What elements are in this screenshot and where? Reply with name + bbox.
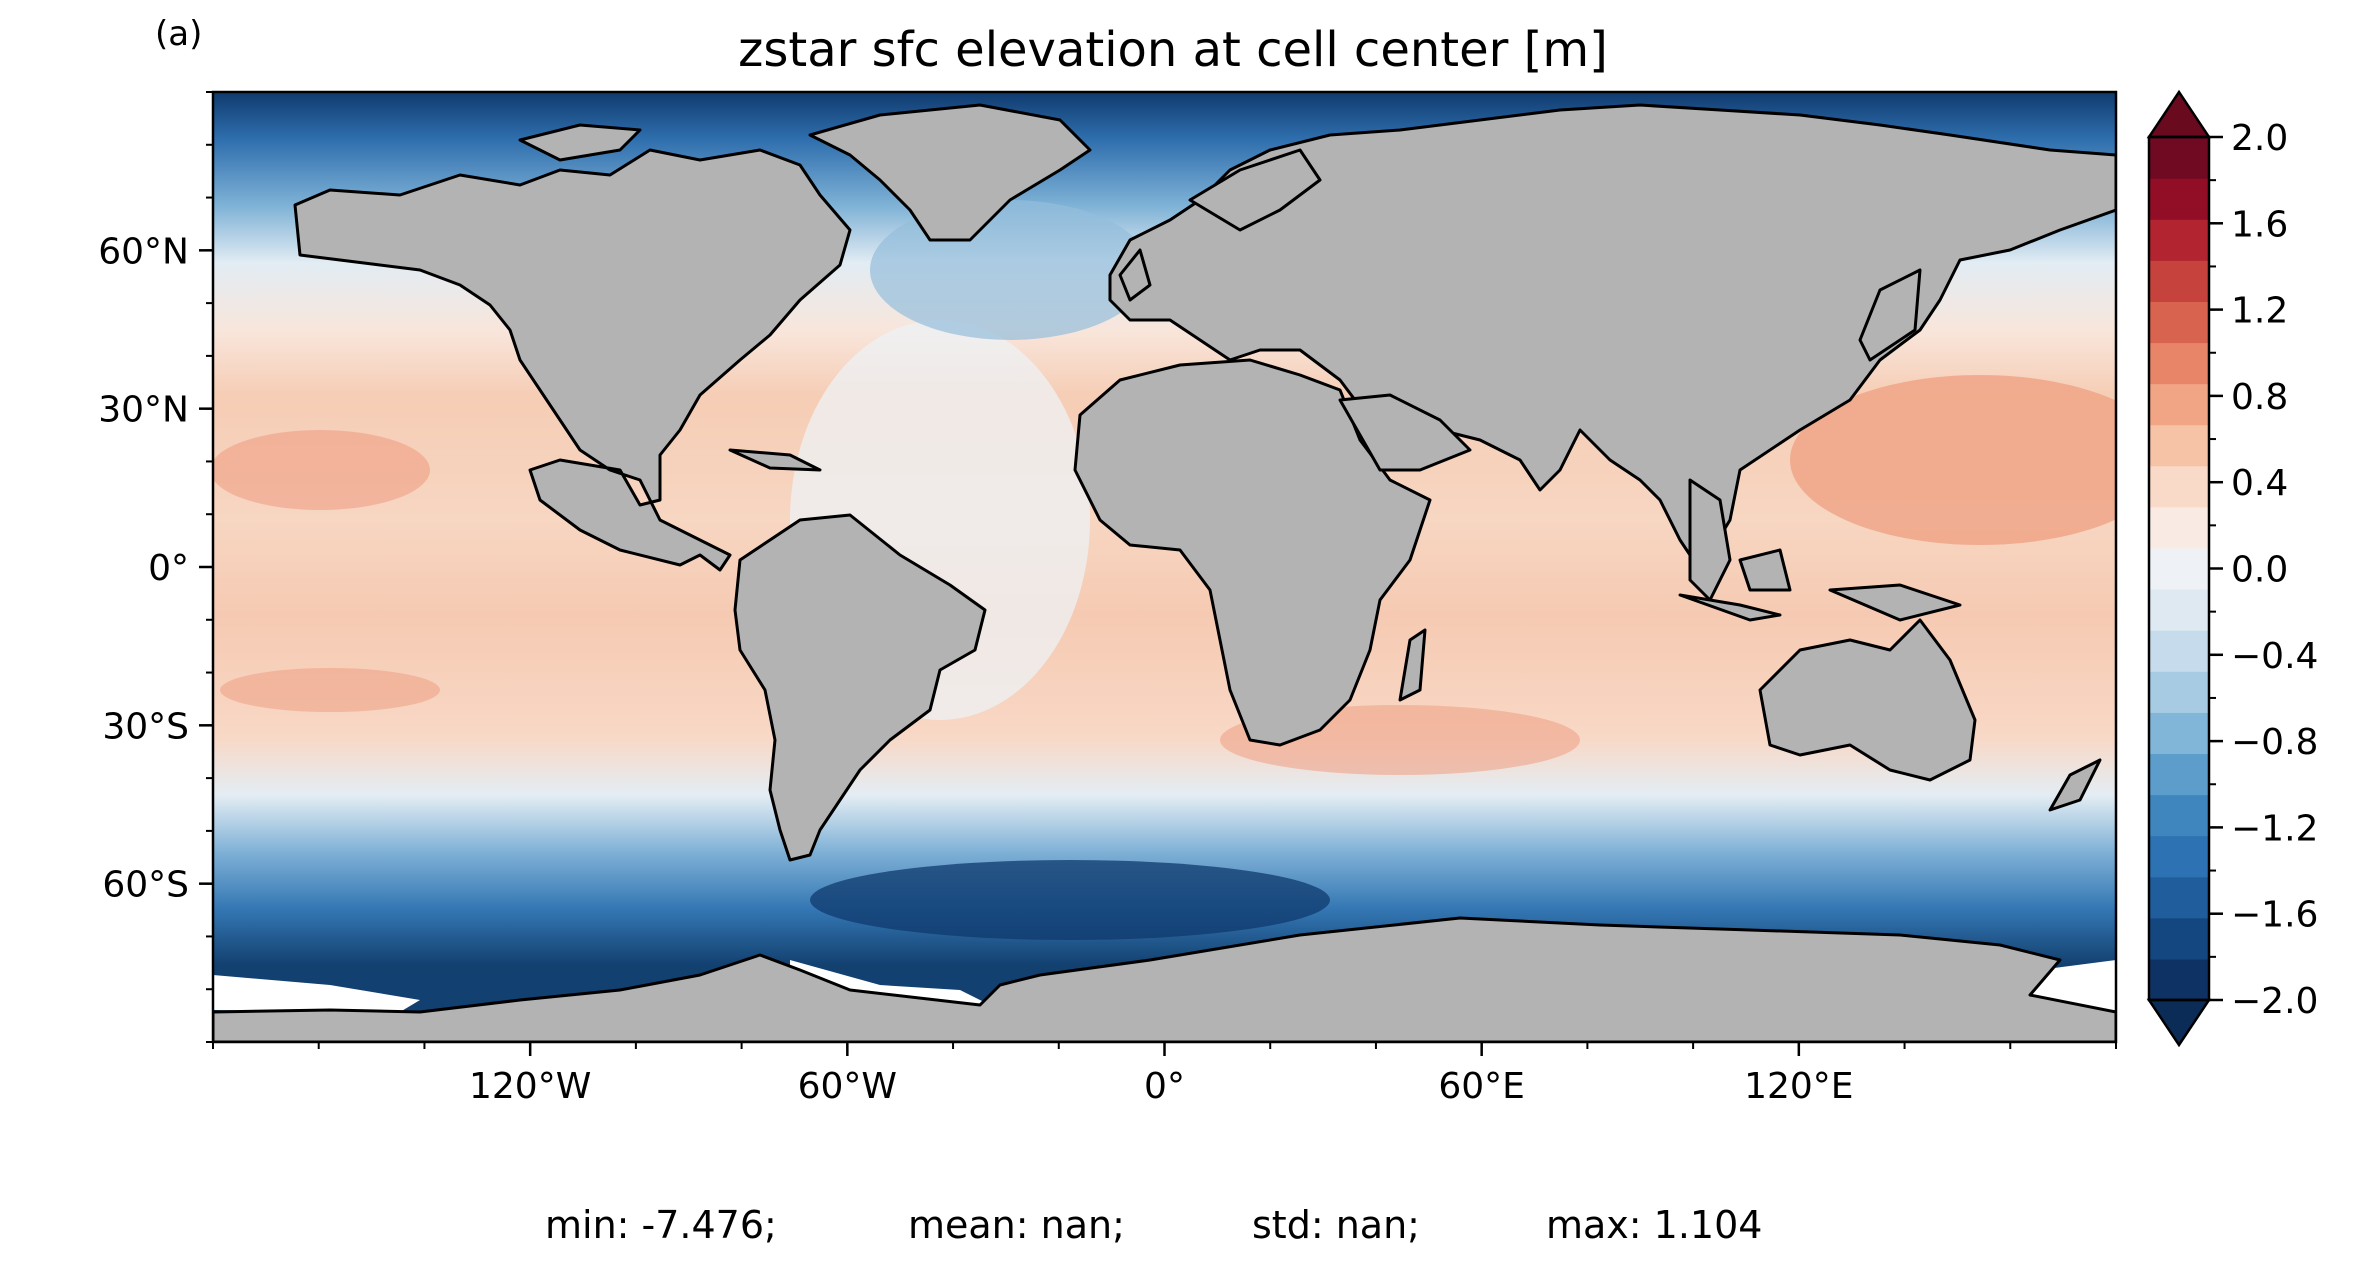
lon-tick-label: 60°W [798,1066,897,1107]
lat-tick-label: 60°S [102,865,189,906]
colorbar-segment [2149,465,2209,508]
colorbar-segment [2149,137,2209,179]
africa [1073,358,1432,747]
eurasia [1108,103,2116,572]
new-zealand [2048,758,2102,812]
british-isles [1118,248,1152,302]
canadian-archipelago [518,123,642,162]
map-title: zstar sfc elevation at cell center [m] [0,22,2362,78]
australia [1758,618,1977,782]
lat-tick-label: 30°N [98,390,189,431]
colorbar-extend-max [2146,89,2212,139]
colorbar-segment [2149,876,2209,919]
colorbar-segment [2149,342,2209,385]
colorbar-tick-label: −2.0 [2231,981,2318,1022]
map-title-text: zstar sfc elevation at cell center [m] [738,22,1608,78]
south-america [733,513,987,862]
lon-tick-label: 120°E [1744,1066,1853,1107]
warm-patch-central-pacific [213,430,430,510]
lat-tick-label: 0° [148,548,189,589]
warm-pool-west-pacific [1790,375,2116,545]
lon-tick-label: 0° [1144,1066,1185,1107]
greenland [808,103,1092,242]
colorbar-segment [2149,260,2209,302]
colorbar-segment [2149,917,2209,960]
colorbar-tick-label: 0.0 [2231,550,2288,591]
colorbar: 2.0 1.6 1.2 0.8 0.4 0.0 −0.4 −0.8 −1.2 −1.6 −2.0 [2146,89,2318,1048]
lon-axis: 120°W 60°W 0° 60°E 120°E [212,1042,2117,1107]
warm-patch-south-pacific [220,668,440,712]
scandinavia [1188,148,1322,232]
panel-label: (a) [155,14,203,54]
japan [1858,268,1922,362]
colorbar-tick-label: −0.8 [2231,722,2318,763]
ice-ross [213,975,420,1012]
north-america [293,148,852,572]
stat-max: max: 1.104 [1546,1203,1763,1247]
colorbar-segment [2149,589,2209,631]
borneo [1738,548,1792,592]
field-statistics: min: -7.476; mean: nan; std: nan; max: 1… [0,1203,2362,1253]
lon-tick-label: 120°W [469,1066,591,1107]
colorbar-segment [2149,794,2209,837]
map-field [213,92,2116,1042]
colorbar-tick-label: 2.0 [2231,118,2288,159]
colorbar-segment [2149,835,2209,878]
colorbar-segment [2149,301,2209,344]
colorbar-segment [2149,424,2209,467]
antarctica [213,916,2116,1042]
stat-mean: mean: nan; [908,1203,1125,1247]
colorbar-tick-label: 0.8 [2231,377,2288,418]
sumatra-java [1678,593,1782,622]
colorbar-segment [2149,219,2209,261]
lat-axis: 60°N 30°N 0° 30°S 60°S [98,91,213,1043]
colorbar-tick-label: −1.6 [2231,895,2318,936]
colorbar-segment [2149,753,2209,796]
colorbar-extend-min [2146,998,2212,1048]
cuba [728,448,822,472]
colorbar-segment [2149,712,2209,755]
colorbar-segment [2149,630,2209,672]
stat-std: std: nan; [1252,1203,1420,1247]
lat-tick-label: 60°N [98,231,189,272]
colorbar-segment [2149,547,2209,590]
deep-southern-ocean [810,860,1330,940]
colorbar-segment [2149,178,2209,220]
colorbar-tick-label: 1.6 [2231,204,2288,245]
cool-north-atlantic [870,200,1150,340]
lon-tick-label: 60°E [1438,1066,1525,1107]
lat-tick-label: 30°S [102,706,189,747]
new-guinea [1828,583,1962,622]
colorbar-segment [2149,506,2209,549]
colorbar-tick-label: 1.2 [2231,291,2288,332]
colorbar-segment [2149,383,2209,426]
madagascar [1398,628,1427,702]
colorbar-tick-label: −0.4 [2231,636,2318,677]
colorbar-segment [2149,958,2209,1001]
colorbar-segment [2149,671,2209,713]
colorbar-tick-label: −1.2 [2231,808,2318,849]
stat-min: min: -7.476; [545,1203,777,1247]
land [213,103,2116,1042]
arabia [1338,393,1472,472]
malay-peninsula [1688,478,1732,602]
colorbar-tick-label: 0.4 [2231,463,2288,504]
